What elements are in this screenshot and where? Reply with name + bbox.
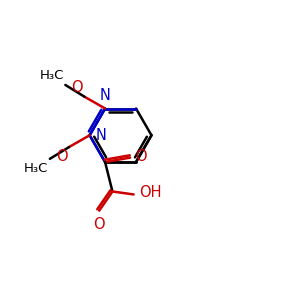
Text: H₃C: H₃C bbox=[24, 162, 48, 175]
Text: N: N bbox=[100, 88, 110, 103]
Text: O: O bbox=[135, 149, 147, 164]
Text: N: N bbox=[95, 128, 106, 143]
Text: O: O bbox=[93, 217, 105, 232]
Text: O: O bbox=[71, 80, 83, 95]
Text: O: O bbox=[56, 148, 68, 164]
Text: H₃C: H₃C bbox=[40, 69, 64, 82]
Text: OH: OH bbox=[139, 185, 161, 200]
